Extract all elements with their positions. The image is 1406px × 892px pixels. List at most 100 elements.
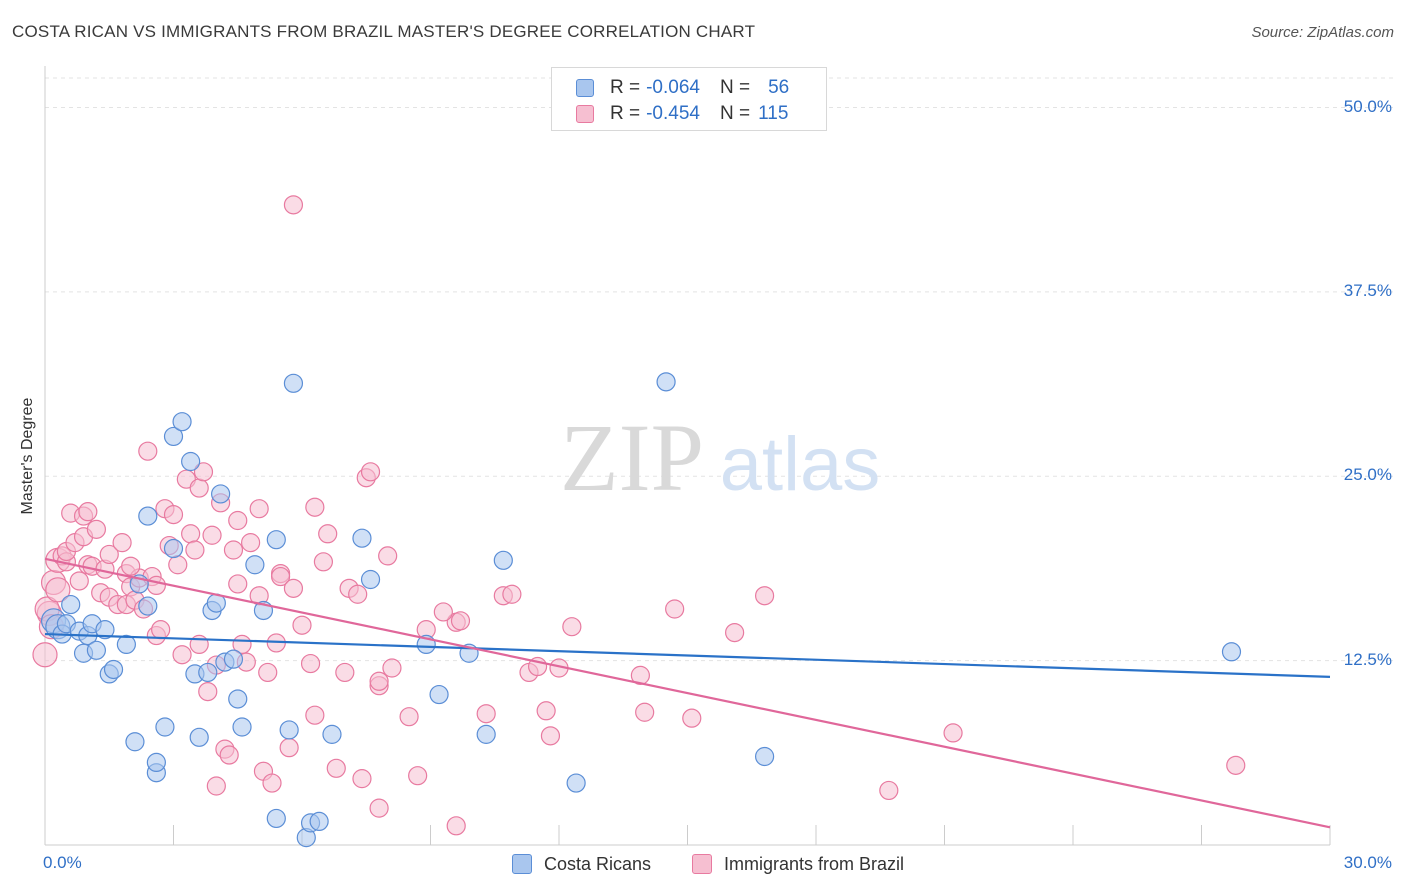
r-value-costa: -0.064	[646, 77, 700, 98]
brazil-point-71	[313, 552, 334, 572]
brazil-point-105	[943, 723, 963, 743]
brazil-point-109	[45, 577, 71, 603]
brazil-point-104	[879, 780, 899, 801]
brazil-point-0	[32, 642, 58, 668]
brazil-point-39	[185, 540, 205, 560]
brazil-trend-line	[44, 557, 1331, 829]
x-tick-label-max: 30.0%	[1343, 853, 1392, 872]
costa-point-34	[232, 717, 252, 737]
costa-point-14	[125, 732, 145, 752]
brazil-point-74	[335, 662, 355, 683]
costa-point-53	[656, 372, 676, 392]
brazil-point-77	[352, 769, 372, 789]
brazil-point-31	[151, 620, 171, 640]
brazil-point-69	[305, 705, 325, 725]
gridlines	[45, 77, 1395, 662]
costa-point-46	[360, 569, 381, 590]
costa-point-26	[189, 727, 209, 747]
brazil-point-52	[228, 574, 248, 594]
brazil-point-35	[168, 555, 188, 575]
brazil-point-63	[270, 566, 291, 587]
brazil-point-49	[219, 745, 239, 765]
brazil-point-106	[1226, 755, 1246, 775]
costa-point-48	[429, 684, 449, 705]
costa-points	[40, 372, 1242, 848]
brazil-point-91	[476, 704, 496, 724]
brazil-point-20	[112, 533, 132, 553]
brazil-point-38	[181, 524, 201, 544]
costa-point-50	[476, 724, 496, 744]
brazil-point-97	[540, 726, 561, 746]
costa-point-16	[138, 596, 158, 616]
costa-legend-swatch-icon	[512, 854, 532, 874]
brazil-point-51	[228, 510, 248, 531]
y-tick-label-3: 50.0%	[1343, 96, 1392, 116]
r-label: R =	[610, 103, 641, 124]
brazil-point-65	[283, 578, 304, 598]
brazil-point-98	[562, 617, 582, 637]
brazil-point-93	[502, 584, 522, 604]
y-tick-label-0: 12.5%	[1343, 649, 1392, 669]
legend-label-brazil: Immigrants from Brazil	[724, 853, 905, 874]
costa-point-45	[352, 528, 372, 548]
brazil-point-111	[121, 556, 141, 576]
brazil-swatch-icon	[576, 105, 594, 123]
watermark-zip: ZIP	[560, 404, 704, 511]
brazil-point-29	[146, 575, 166, 596]
costa-point-20	[155, 717, 175, 737]
y-tick-label-2: 37.5%	[1343, 280, 1392, 300]
costa-point-4	[61, 594, 81, 615]
costa-point-21	[163, 538, 184, 559]
costa-point-33	[228, 689, 248, 709]
brazil-point-102	[725, 622, 745, 643]
brazil-point-96	[536, 701, 556, 721]
brazil-point-85	[399, 707, 419, 727]
watermark: ZIP atlas	[560, 404, 880, 511]
brazil-legend-swatch-icon	[692, 854, 712, 874]
costa-point-40	[283, 373, 304, 393]
costa-point-52	[566, 773, 586, 793]
brazil-point-99	[635, 702, 655, 722]
brazil-point-46	[206, 776, 226, 796]
brazil-point-79	[360, 462, 381, 482]
stats-legend-row-costa: R = -0.064 N = 56	[576, 76, 789, 100]
stats-legend-row-brazil: R = -0.454 N = 115	[576, 102, 788, 126]
x-tick-label-min: 0.0%	[43, 853, 82, 872]
brazil-point-66	[283, 195, 304, 215]
legend-label-costa: Costa Ricans	[544, 853, 652, 874]
n-label: N =	[719, 77, 751, 98]
brazil-point-86	[408, 766, 428, 786]
costa-trend-line	[44, 632, 1331, 678]
n-value-brazil: 115	[758, 103, 789, 124]
brazil-point-110	[78, 502, 98, 522]
brazil-point-67	[292, 615, 312, 635]
brazil-point-82	[369, 671, 389, 691]
brazil-point-88	[446, 816, 466, 836]
legend-item-brazil: Immigrants from Brazil	[692, 852, 904, 876]
brazil-point-14	[86, 519, 107, 539]
costa-point-54	[754, 746, 775, 767]
brazil-point-72	[318, 524, 338, 544]
r-label: R =	[610, 77, 641, 98]
brazil-point-90	[450, 611, 471, 631]
brazil-point-42	[193, 462, 214, 482]
source-credit: Source: ZipAtlas.com	[1251, 24, 1394, 41]
brazil-point-50	[223, 540, 244, 560]
brazil-point-68	[300, 653, 321, 674]
costa-point-37	[266, 530, 286, 550]
costa-point-30	[211, 484, 231, 504]
stats-legend: R = -0.064 N = 56 R = -0.454 N = 115	[551, 67, 827, 131]
brazil-point-36	[172, 645, 192, 665]
costa-point-19	[146, 752, 166, 773]
brazil-point-60	[262, 773, 282, 793]
costa-point-32	[223, 649, 244, 669]
y-axis-label: Master's Degree	[19, 397, 36, 515]
costa-point-44	[322, 724, 342, 744]
costa-point-39	[279, 720, 299, 740]
r-value-brazil: -0.454	[646, 103, 700, 124]
costa-point-55	[1221, 642, 1242, 662]
brazil-point-114	[630, 665, 650, 685]
brazil-point-83	[378, 546, 398, 566]
brazil-point-76	[348, 584, 368, 604]
costa-point-27	[198, 662, 218, 683]
